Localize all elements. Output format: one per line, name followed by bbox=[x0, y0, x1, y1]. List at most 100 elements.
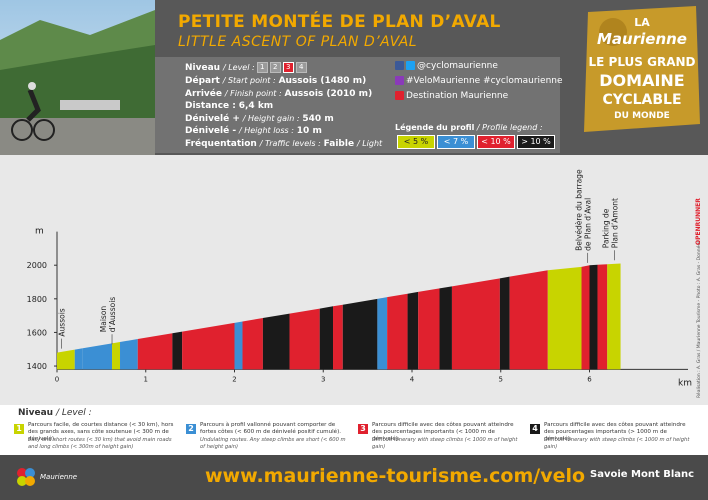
info-label-en: / Height gain : bbox=[242, 113, 300, 123]
level-number: 3 bbox=[358, 424, 368, 434]
info-label: Distance : bbox=[185, 101, 236, 112]
footer: Maurienne www.maurienne-tourisme.com/vel… bbox=[0, 455, 708, 500]
level-en: Difficult itinerary with steep climbs (<… bbox=[544, 437, 690, 450]
x-tick-label: 3 bbox=[321, 375, 325, 383]
levels-section: Niveau / Level : 1 Parcours facile, de co… bbox=[0, 405, 708, 455]
profile-segment bbox=[112, 342, 121, 370]
profile-segment bbox=[57, 349, 75, 370]
profile-segment bbox=[289, 308, 320, 370]
level-en: Undulating routes. Any steep climbs are … bbox=[200, 437, 346, 450]
logo-icon bbox=[17, 468, 35, 486]
level-fr: Parcours difficile avec des côtes pouvan… bbox=[544, 422, 686, 442]
profile-segment bbox=[242, 317, 263, 370]
profile-segment bbox=[581, 265, 590, 370]
social-icon bbox=[406, 61, 415, 70]
profile-segment bbox=[120, 338, 138, 370]
logo-right: Savoie Mont Blanc bbox=[590, 469, 695, 480]
info-label-en: / Traffic levels : bbox=[259, 139, 321, 148]
profile-segment bbox=[451, 278, 500, 370]
annotation: Aussois bbox=[57, 308, 66, 336]
level-fr: Parcours à profil vallonné pouvant compo… bbox=[200, 422, 342, 435]
info-value: Aussois (1480 m) bbox=[278, 76, 367, 86]
info-label-en: / Finish point : bbox=[224, 88, 282, 98]
social-line: #VeloMaurienne #cyclomaurienne bbox=[395, 76, 563, 86]
profile-segment bbox=[509, 270, 548, 370]
profile-segment bbox=[333, 304, 343, 370]
url[interactable]: www.maurienne-tourisme.com/velo bbox=[205, 465, 586, 487]
info-label-en: / Start point : bbox=[222, 76, 276, 85]
social-line: @cyclomaurienne bbox=[395, 61, 498, 71]
info-value: 540 m bbox=[302, 113, 334, 124]
legend-title-fr: Légende du profil bbox=[395, 123, 475, 132]
logo-left: Maurienne bbox=[40, 473, 78, 481]
y-axis-label: m bbox=[35, 227, 44, 237]
profile-segment bbox=[407, 291, 419, 370]
info-value: 6,4 km bbox=[238, 101, 274, 112]
info-line: Départ / Start point : Aussois (1480 m) bbox=[185, 76, 366, 86]
social-text: Destination Maurienne bbox=[406, 91, 509, 101]
x-tick-label: 2 bbox=[232, 375, 236, 383]
level-label-en: / Level : bbox=[222, 63, 255, 72]
level-fr: Parcours difficile avec des côtes pouvan… bbox=[372, 422, 514, 442]
profile-segment bbox=[234, 321, 243, 370]
badge-line: LA bbox=[634, 16, 650, 29]
level-option: 2 bbox=[269, 62, 281, 73]
social-text: @cyclomaurienne bbox=[417, 61, 498, 71]
level-number: 2 bbox=[186, 424, 196, 434]
info-box: Niveau / Level :1 2 3 4 Départ / Start point… bbox=[155, 57, 563, 153]
legend-entry: > 10 % bbox=[517, 135, 555, 149]
profile-segment bbox=[74, 348, 83, 370]
profile-segment bbox=[82, 343, 113, 370]
info-label-en: / Height loss : bbox=[238, 126, 294, 136]
social-line: Destination Maurienne bbox=[395, 91, 508, 101]
y-tick-label: 1800 bbox=[27, 295, 47, 304]
level-option: 1 bbox=[256, 62, 268, 73]
level-number: 4 bbox=[530, 424, 540, 434]
photo bbox=[0, 0, 155, 155]
subtitle: LITTLE ASCENT OF PLAN D’AVAL bbox=[178, 34, 418, 50]
header: PETITE MONTÉE DE PLAN D’AVAL LITTLE ASCE… bbox=[0, 0, 708, 155]
y-tick-label: 1600 bbox=[27, 328, 47, 337]
profile-segment bbox=[182, 322, 235, 370]
profile-segment bbox=[342, 298, 378, 370]
info-line: Arrivée / Finish point : Aussois (2010 m… bbox=[185, 89, 372, 99]
levels-title-fr: Niveau bbox=[18, 408, 54, 418]
title: PETITE MONTÉE DE PLAN D’AVAL bbox=[178, 12, 501, 32]
social-icon bbox=[395, 76, 404, 85]
info-line: Dénivelé - / Height loss : 10 m bbox=[185, 126, 322, 136]
profile-segment bbox=[499, 276, 510, 370]
info-label: Dénivelé - bbox=[185, 126, 237, 137]
x-axis-label: km bbox=[678, 378, 692, 388]
x-tick-label: 6 bbox=[587, 375, 592, 383]
annotation: de Plan d’Aval bbox=[584, 198, 593, 251]
info-line: Fréquentation / Traffic levels : Faible … bbox=[185, 139, 382, 149]
profile-segment bbox=[262, 313, 290, 370]
annotation: Belvédère du barrage bbox=[575, 169, 584, 251]
legend-title-en: / Profile legend : bbox=[476, 123, 543, 132]
level-number: 1 bbox=[14, 424, 24, 434]
source: OPENRUNNER bbox=[695, 198, 702, 245]
badge-line: DOMAINE bbox=[599, 71, 684, 90]
social-icon bbox=[395, 91, 404, 100]
profile-segment bbox=[439, 286, 452, 370]
legend-entry: < 7 % bbox=[437, 135, 475, 149]
legend-entry: < 5 % bbox=[397, 135, 435, 149]
info-label: Départ bbox=[185, 76, 220, 86]
info-line: Dénivelé + / Height gain : 540 m bbox=[185, 114, 334, 124]
info-label: Fréquentation bbox=[185, 139, 257, 149]
level-fr: Parcours facile, de courtes distance (< … bbox=[28, 422, 174, 442]
profile-segment bbox=[589, 264, 598, 370]
profile-segment bbox=[172, 331, 183, 370]
info-value: Faible bbox=[323, 139, 355, 149]
x-tick-label: 5 bbox=[499, 375, 503, 383]
info-value: Aussois (2010 m) bbox=[284, 88, 373, 99]
credit: Réalisation : A. Gras / Maurienne Touris… bbox=[695, 238, 702, 398]
annotation: Maison bbox=[99, 306, 108, 333]
annotation: Parking de bbox=[601, 208, 610, 248]
badge-line: LE PLUS GRAND bbox=[589, 55, 696, 69]
info-value: 10 m bbox=[296, 126, 322, 137]
annotation: Plan d’Amont bbox=[610, 198, 619, 248]
profile-segment bbox=[547, 266, 582, 370]
legend-entry: < 10 % bbox=[477, 135, 515, 149]
